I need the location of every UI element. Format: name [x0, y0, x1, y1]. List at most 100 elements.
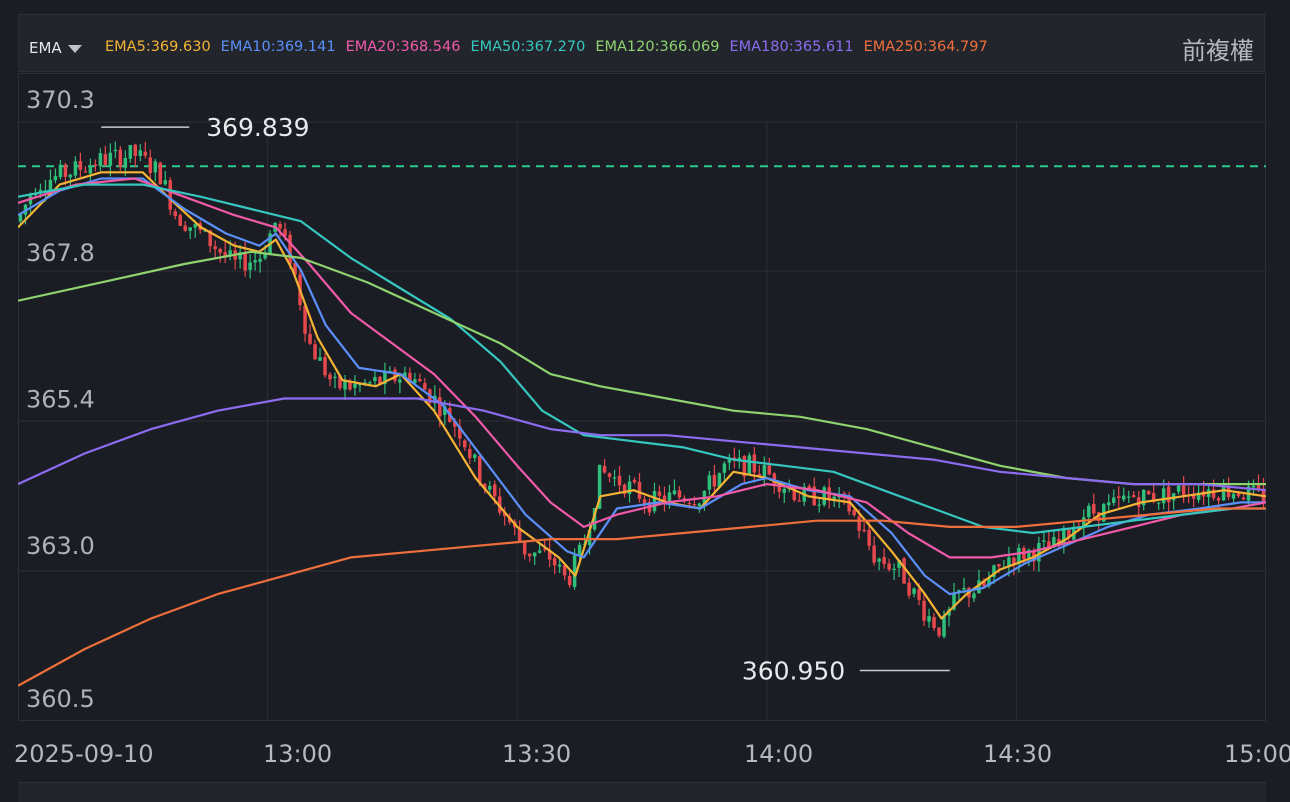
candle-body — [1111, 497, 1116, 503]
candle-body — [1191, 494, 1196, 499]
indicator-selector[interactable]: EMA — [29, 39, 82, 57]
candle-body — [458, 426, 462, 439]
y-tick-label: 363.0 — [26, 532, 95, 560]
candle-body — [253, 260, 257, 263]
candle-body — [972, 593, 976, 599]
candle-body — [1211, 489, 1216, 499]
candle-body — [502, 512, 507, 517]
candle-body — [982, 580, 986, 587]
candle-body — [1256, 485, 1261, 490]
candle-body — [507, 517, 512, 523]
candle-body — [1241, 497, 1246, 500]
candle-body — [887, 563, 891, 570]
candle-body — [163, 180, 168, 185]
candle-body — [517, 528, 522, 542]
candle-body — [483, 483, 487, 489]
candle-body — [987, 577, 991, 587]
candle-body — [537, 550, 542, 553]
candle-body — [742, 455, 747, 477]
candle-body — [927, 616, 931, 622]
legend-ema10: EMA10:369.141 — [220, 39, 336, 55]
candle-body — [847, 498, 851, 512]
candle-body — [767, 465, 772, 475]
candle-body — [1176, 485, 1181, 492]
candle-body — [712, 474, 717, 487]
candle-body — [133, 144, 138, 156]
candle-body — [942, 615, 946, 637]
candle-body — [173, 211, 177, 217]
candle-body — [977, 580, 981, 594]
candle-body — [98, 153, 103, 167]
candle-body — [532, 552, 537, 557]
candle-body — [1216, 498, 1221, 501]
candle-body — [522, 541, 527, 555]
candle-body — [333, 376, 337, 378]
candle-body — [223, 252, 227, 256]
candle-body — [1131, 495, 1136, 498]
candle-body — [58, 164, 63, 178]
legend-ema20: EMA20:368.546 — [345, 39, 461, 55]
candle-body — [378, 376, 382, 384]
candle-body — [1196, 492, 1201, 500]
candle-body — [1107, 502, 1111, 506]
candle-body — [318, 357, 322, 361]
candle-body — [642, 499, 647, 504]
x-tick-label: 13:00 — [263, 740, 332, 768]
candle-body — [188, 227, 192, 231]
candle-body — [492, 484, 497, 497]
candle-body — [592, 508, 597, 530]
candle-body — [123, 157, 128, 168]
candle-body — [308, 333, 312, 344]
candle-body — [1092, 504, 1096, 514]
candle-body — [363, 382, 367, 384]
candle-body — [692, 503, 697, 506]
candle-body — [577, 544, 582, 557]
candle-body — [1126, 496, 1131, 498]
candle-body — [667, 492, 672, 503]
series-line-ema50 — [17, 183, 1266, 535]
candle-body — [423, 383, 427, 390]
legend-ema5: EMA5:369.630 — [105, 39, 211, 55]
candle-body — [73, 161, 78, 176]
x-tick-label: 14:30 — [983, 740, 1052, 768]
candle-body — [1141, 489, 1146, 506]
candle-body — [567, 575, 572, 586]
candle-body — [393, 369, 397, 381]
y-tick-label: 365.4 — [26, 386, 95, 414]
candle-body — [473, 454, 477, 458]
candle-body — [747, 455, 752, 475]
candle-body — [917, 589, 921, 600]
candle-body — [762, 465, 767, 478]
candle-body — [143, 151, 148, 156]
legend-ema180: EMA180:365.611 — [729, 39, 854, 55]
candle-body — [857, 516, 861, 531]
candlestick-chart[interactable]: 370.3 367.8 365.4 363.0 360.5 369.839 360.950 — [17, 73, 1267, 721]
candle-body — [697, 503, 702, 507]
candle-body — [707, 475, 712, 490]
candle-body — [443, 406, 447, 415]
candle-body — [952, 593, 956, 610]
candle-body — [403, 372, 407, 379]
candle-body — [358, 384, 362, 386]
candle-body — [148, 157, 153, 174]
bottom-panel-strip — [18, 782, 1266, 802]
candle-body — [892, 568, 896, 570]
candle-body — [418, 378, 422, 382]
ema-legend: EMA5:369.630 EMA10:369.141 EMA20:368.546 EM… — [105, 39, 988, 55]
candle-body — [872, 545, 876, 563]
candle-body — [263, 252, 267, 259]
candle-body — [722, 463, 727, 473]
candle-body — [1017, 547, 1021, 564]
candle-body — [228, 250, 232, 256]
candle-body — [278, 223, 282, 229]
indicator-label: EMA — [29, 39, 62, 57]
candle-body — [408, 372, 412, 383]
y-tick-label: 360.5 — [26, 685, 95, 713]
y-tick-label: 370.3 — [26, 86, 95, 114]
candle-body — [867, 529, 871, 546]
candle-body — [717, 473, 722, 488]
candle-body — [88, 165, 93, 174]
candle-body — [852, 510, 856, 516]
price-adjust-toggle[interactable]: 前複權 — [1182, 37, 1254, 65]
candle-body — [373, 377, 377, 381]
